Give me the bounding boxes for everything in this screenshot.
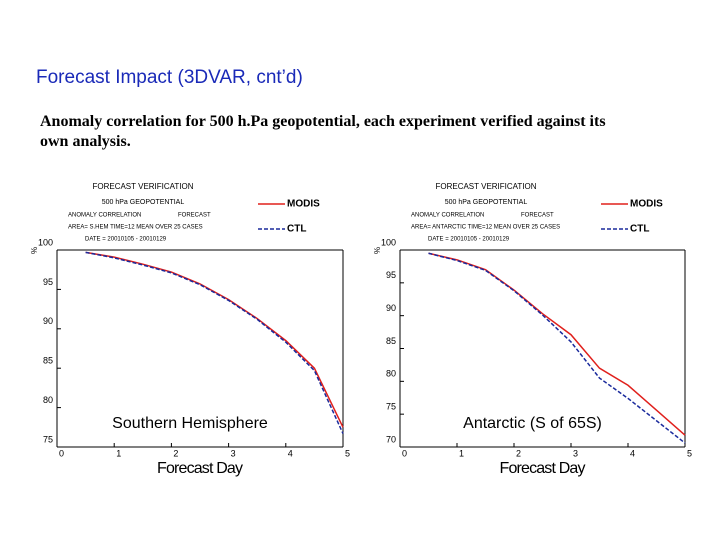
legend-label: CTL [287,224,306,235]
header-area: AREA= ANTARCTIC TIME=12 MEAN OVER 25 CAS… [411,225,560,231]
y-tick-label: 90 [43,316,53,326]
y-tick-label: 100 [381,237,396,247]
y-tick-label: 95 [386,270,396,280]
series-line [85,251,344,434]
annotation: Southern Hemisphere [112,415,268,432]
x-tick-label: 2 [516,448,521,458]
y-tick-label: 75 [386,402,396,412]
annotation-box [96,410,284,434]
legend-label: CTL [630,224,649,235]
series-line [85,251,344,428]
x-tick-label: 2 [173,448,178,458]
series-line [428,252,686,436]
y-tick-label: 90 [386,303,396,313]
header-date: DATE = 20010105 - 20010129 [85,237,167,243]
y-tick-label: 85 [386,336,396,346]
y-tick-label: 85 [43,356,53,366]
y-tick-label: 80 [43,395,53,405]
x-tick-label: 4 [288,448,293,458]
x-tick-label: 3 [573,448,578,458]
annotation-box [438,410,627,434]
header-right: FORECAST [521,213,554,219]
x-axis-label: Forecast Day [500,460,586,477]
y-tick-label: 100 [38,237,53,247]
header-left: ANOMALY CORRELATION [411,213,484,219]
legend-label: MODIS [630,199,663,210]
series-line [428,252,686,444]
y-tick-label: 95 [43,277,53,287]
header-subtitle: 500 hPa GEOPOTENTIAL [102,199,185,206]
x-tick-label: 0 [59,448,64,458]
header-left: ANOMALY CORRELATION [68,213,141,219]
header-title: FORECAST VERIFICATION [92,182,193,191]
legend-label: MODIS [287,199,320,210]
x-tick-label: 1 [459,448,464,458]
header-area: AREA= S.HEM TIME=12 MEAN OVER 25 CASES [68,225,203,231]
y-tick-label: 80 [386,369,396,379]
slide-subtitle: Anomaly correlation for 500 h.Pa geopote… [40,113,606,150]
x-tick-label: 5 [687,448,692,458]
y-axis-label: % [30,247,39,254]
x-tick-label: 0 [402,448,407,458]
slide-title: Forecast Impact (3DVAR, cnt’d) [36,67,303,88]
y-tick-label: 75 [43,434,53,444]
header-right: FORECAST [178,213,211,219]
y-tick-label: 70 [386,434,396,444]
x-tick-label: 1 [116,448,121,458]
subtitle-box: Anomaly correlation for 500 h.Pa geopote… [40,113,606,150]
annotation: Antarctic (S of 65S) [463,415,602,432]
x-axis-label: Forecast Day [157,460,243,477]
x-tick-label: 5 [345,448,350,458]
x-tick-label: 4 [630,448,635,458]
header-date: DATE = 20010105 - 20010129 [428,237,510,243]
y-axis-label: % [373,247,382,254]
header-subtitle: 500 hPa GEOPOTENTIAL [445,199,528,206]
x-tick-label: 3 [231,448,236,458]
header-title: FORECAST VERIFICATION [435,182,536,191]
